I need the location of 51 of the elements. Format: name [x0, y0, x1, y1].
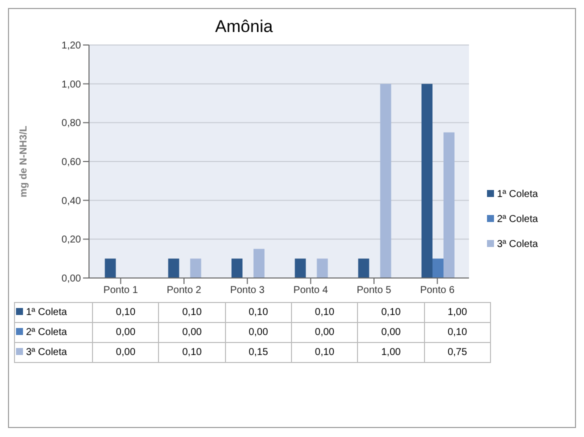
bar	[254, 248, 264, 278]
y-tick-label: 0,40	[62, 196, 82, 207]
bar	[294, 258, 306, 278]
data-label: 0,10	[358, 302, 424, 322]
bar	[422, 84, 432, 278]
data-label: 0,10	[158, 302, 226, 322]
x-tick-label: Ponto 6	[420, 285, 455, 296]
data-label: 0,15	[225, 342, 292, 362]
bar	[380, 84, 392, 278]
text: 3ª Coleta	[26, 347, 67, 358]
bar	[232, 258, 242, 278]
data-label: 0,10	[225, 302, 292, 322]
bar	[432, 258, 444, 278]
data-label: 0,10	[291, 302, 358, 322]
x-tick-label: Ponto 1	[103, 285, 138, 296]
bar	[104, 258, 116, 278]
y-tick-label: 0,20	[62, 234, 82, 246]
bar	[444, 132, 454, 278]
x-tick-label: Ponto 4	[293, 285, 328, 296]
bar	[358, 258, 370, 278]
legend-label: 1ª Coleta	[14, 302, 92, 322]
data-label: 0,00	[358, 322, 424, 342]
legend-label: 2ª Coleta	[496, 214, 538, 225]
x-tick-label: Ponto 5	[356, 285, 392, 296]
text: 1ª Coleta	[497, 189, 538, 200]
data-label: 0,10	[291, 342, 358, 362]
y-tick-label: 0,80	[62, 118, 82, 130]
data-label: 1,00	[358, 342, 424, 362]
data-label: 0,00	[158, 322, 226, 342]
data-label: 0,10	[92, 302, 159, 322]
bar	[190, 258, 202, 278]
data-label: 0,00	[225, 322, 292, 342]
data-label: 1,00	[424, 302, 490, 322]
data-label: 0,00	[92, 342, 159, 362]
bar	[316, 258, 328, 278]
chart-title: Amônia	[214, 17, 274, 37]
legend-label: 3ª Coleta	[496, 239, 538, 250]
y-tick-label: 0,00	[62, 274, 82, 285]
y-tick-label: 1,20	[62, 40, 82, 52]
data-label: 0,00	[291, 322, 358, 342]
x-tick-label: Ponto 3	[230, 285, 265, 296]
x-tick-label: Ponto 2	[166, 285, 202, 296]
y-tick-label: 1,00	[62, 79, 82, 90]
data-label: 0,75	[424, 342, 490, 362]
text: 2ª Coleta	[26, 327, 67, 338]
y-axis-title: mg de N-NH3/L	[18, 126, 30, 198]
data-label: 0,10	[158, 342, 226, 362]
y-tick-label: 0,60	[62, 157, 82, 168]
data-label: 0,10	[424, 322, 490, 342]
bar	[168, 258, 180, 278]
data-label: 0,00	[92, 322, 159, 342]
